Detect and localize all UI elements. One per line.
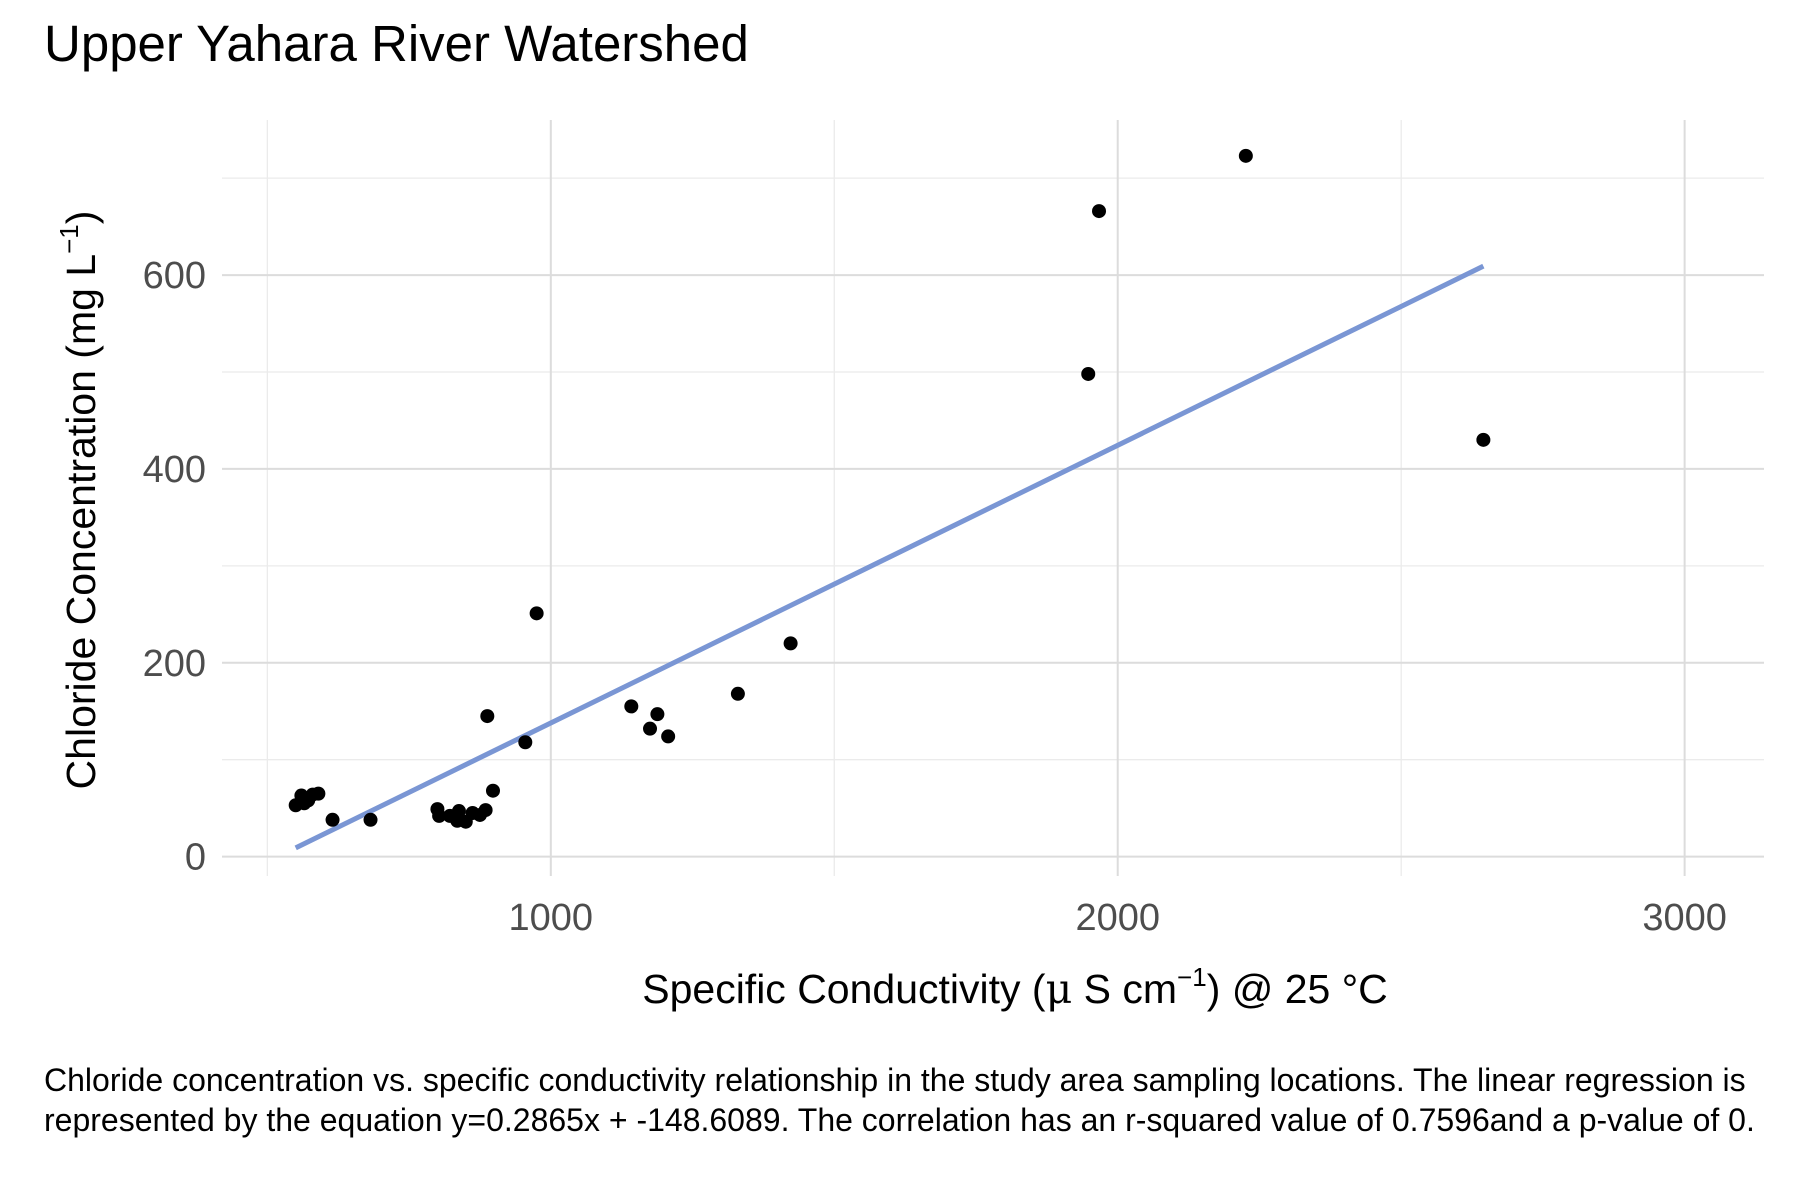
y-tick-label: 0 — [185, 837, 206, 879]
x-tick-label: 2000 — [1075, 897, 1160, 939]
data-point — [650, 707, 665, 722]
data-point — [478, 803, 493, 818]
x-tick-label: 3000 — [1642, 897, 1727, 939]
x-axis-label-unit: S cm — [1072, 966, 1177, 1012]
data-point — [311, 786, 326, 801]
data-point — [1092, 204, 1107, 219]
regression-layer — [294, 263, 1485, 851]
y-tick-label: 200 — [143, 643, 206, 685]
data-point — [485, 783, 500, 798]
y-axis-label-text: Chloride Concentration ( — [58, 345, 104, 790]
y-axis-label: Chloride Concentration (mg L−1) — [54, 211, 104, 790]
x-tick-labels: 1000 2000 3000 — [509, 897, 1727, 939]
minor-gridlines — [222, 120, 1764, 876]
data-point — [1081, 366, 1096, 381]
data-point — [624, 699, 639, 714]
regression-line — [294, 263, 1485, 851]
y-axis-label-close: ) — [58, 211, 104, 225]
x-axis-label-text: Specific Conductivity ( — [642, 966, 1046, 1012]
data-point — [325, 812, 340, 827]
data-point — [432, 808, 447, 823]
data-point — [518, 735, 533, 750]
data-point — [661, 729, 676, 744]
data-point — [1476, 432, 1491, 447]
x-axis-label-exponent: −1 — [1177, 962, 1207, 992]
x-axis-label: Specific Conductivity (μ S cm−1) @ 25 °C — [642, 962, 1388, 1013]
data-point — [451, 804, 466, 819]
y-tick-label: 600 — [143, 255, 206, 297]
data-point — [529, 606, 544, 621]
y-tick-labels: 0 200 400 600 — [143, 255, 206, 879]
data-point — [480, 709, 495, 724]
points-layer — [288, 148, 1491, 829]
figure-caption: Chloride concentration vs. specific cond… — [44, 1062, 1755, 1138]
data-point — [730, 686, 745, 701]
y-axis-label-unit: mg L — [58, 254, 104, 345]
data-point — [363, 812, 378, 827]
data-point — [1238, 148, 1253, 163]
y-axis-label-exponent: −1 — [54, 224, 84, 254]
x-axis-label-close: ) — [1207, 966, 1221, 1012]
x-axis-label-tail: @ 25 °C — [1220, 966, 1387, 1012]
data-point — [643, 721, 658, 736]
major-gridlines — [222, 120, 1764, 876]
x-axis-label-mu: μ — [1046, 965, 1073, 1013]
x-tick-label: 1000 — [509, 897, 594, 939]
y-tick-label: 400 — [143, 449, 206, 491]
data-point — [783, 636, 798, 651]
chart-title: Upper Yahara River Watershed — [44, 15, 749, 72]
